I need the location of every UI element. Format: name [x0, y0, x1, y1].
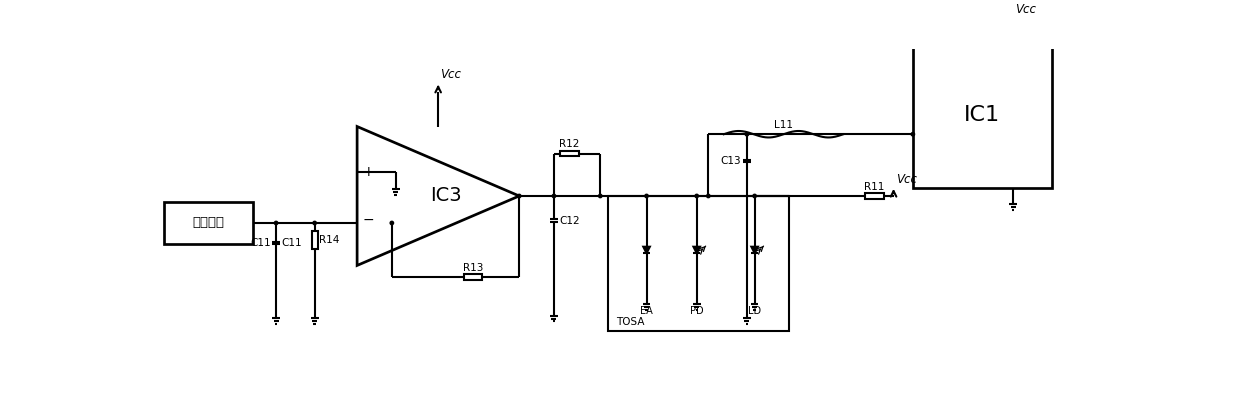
Circle shape [753, 194, 756, 198]
Text: C13: C13 [721, 156, 741, 166]
Text: R11: R11 [864, 182, 885, 192]
Text: Vcc: Vcc [441, 68, 461, 81]
Circle shape [390, 221, 394, 225]
Text: R13: R13 [462, 263, 483, 273]
Bar [608, 196, 789, 331]
Text: IC1: IC1 [964, 105, 1000, 125]
Circle shape [695, 194, 699, 198]
Text: +: + [363, 165, 374, 179]
Text: PD: PD [690, 306, 704, 316]
Polygon shape [751, 247, 758, 253]
Bar [312, 231, 317, 249]
Circle shape [644, 194, 648, 198]
Circle shape [313, 221, 316, 225]
Circle shape [706, 194, 710, 198]
Polygon shape [643, 247, 649, 253]
Bar [164, 202, 253, 244]
Text: 偏压设置: 偏压设置 [192, 217, 224, 229]
Text: EA: EA [641, 306, 653, 316]
Circle shape [911, 132, 914, 136]
Text: R14: R14 [318, 235, 339, 245]
Text: L11: L11 [774, 120, 793, 130]
Text: LD: LD [748, 306, 761, 316]
Bar [463, 274, 482, 280]
Text: IC3: IC3 [430, 187, 462, 206]
Circle shape [274, 221, 278, 225]
Bar [913, 42, 1052, 188]
Polygon shape [357, 127, 519, 266]
Text: −: − [363, 212, 374, 226]
Polygon shape [694, 247, 700, 253]
Circle shape [598, 194, 602, 198]
Text: R12: R12 [559, 139, 580, 149]
Text: C12: C12 [559, 216, 580, 226]
Text: Vcc: Vcc [1016, 3, 1037, 16]
Bar [560, 150, 579, 157]
Text: C11: C11 [250, 238, 270, 248]
Text: C11: C11 [281, 238, 302, 248]
Bar [865, 193, 883, 199]
Circle shape [745, 132, 748, 136]
Circle shape [553, 194, 555, 198]
Circle shape [518, 194, 520, 198]
Text: Vcc: Vcc [896, 173, 917, 185]
Text: TOSA: TOSA [616, 317, 644, 327]
